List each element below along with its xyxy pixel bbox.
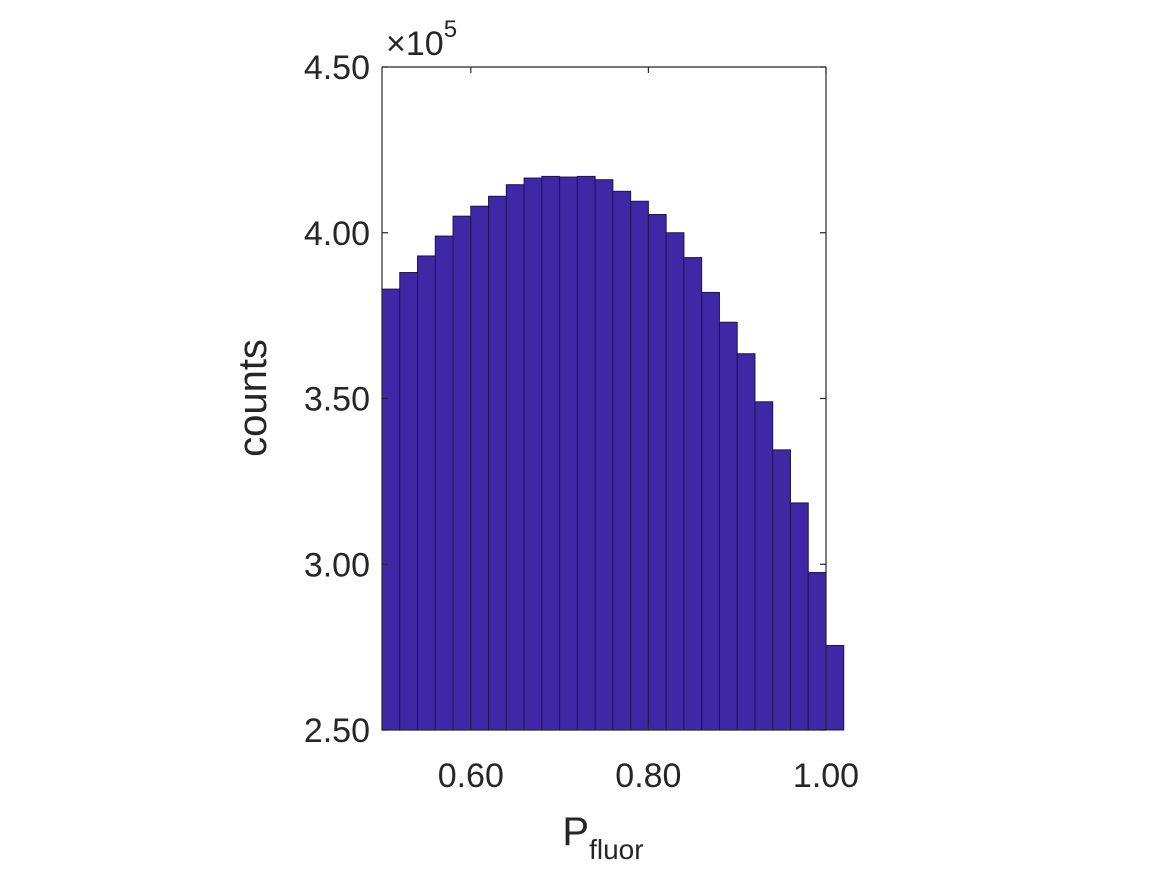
- ticks: 2.50 3.00 3.50 4.00 4.50 0.60 0.80 1.00: [304, 49, 859, 795]
- y-tick-label: 4.50: [304, 49, 370, 87]
- x-axis-label-subscript: fluor: [589, 834, 643, 865]
- histogram-bar: [718, 321, 738, 731]
- histogram-bar: [594, 179, 614, 731]
- histogram-bar: [647, 214, 667, 731]
- histogram-bar: [630, 200, 649, 731]
- histogram-bar: [701, 291, 720, 731]
- histogram-bar: [665, 232, 685, 731]
- histogram-bar: [381, 288, 401, 731]
- y-tick-label: 4.00: [304, 215, 370, 253]
- histogram-bar: [417, 255, 436, 731]
- y-exponent-value: 5: [444, 16, 457, 43]
- histogram-bar: [523, 177, 543, 731]
- y-exponent-label: ×105: [386, 16, 457, 63]
- histogram-bar: [434, 235, 454, 731]
- histogram-bar: [452, 215, 472, 731]
- histogram-bar: [505, 184, 525, 731]
- x-tick-label: 1.00: [793, 757, 859, 795]
- histogram-bar: [559, 176, 578, 731]
- y-exponent-prefix: ×10: [386, 25, 444, 63]
- y-tick-label: 3.00: [304, 546, 370, 584]
- histogram-bar: [807, 572, 827, 731]
- histogram-bar: [612, 190, 632, 731]
- histogram-bars: [381, 175, 845, 731]
- histogram-bar: [683, 257, 703, 731]
- x-axis-label: Pfluor: [562, 810, 643, 865]
- histogram-bar: [772, 449, 791, 731]
- histogram-bar: [488, 195, 507, 731]
- histogram-bar: [825, 644, 845, 731]
- histogram-bar: [736, 353, 756, 731]
- y-tick-label: 2.50: [304, 712, 370, 750]
- histogram-bar: [470, 205, 490, 731]
- labels: counts Pfluor ×105: [231, 16, 644, 865]
- histogram-bar: [541, 175, 561, 731]
- x-tick-label: 0.80: [615, 757, 681, 795]
- y-axis-label: counts: [231, 339, 275, 457]
- y-tick-label: 3.50: [304, 381, 370, 419]
- histogram-bar: [576, 175, 596, 731]
- histogram-bar: [399, 272, 419, 731]
- x-tick-label: 0.60: [438, 757, 504, 795]
- histogram-bar: [754, 401, 774, 731]
- histogram-bar: [789, 502, 809, 731]
- x-axis-label-main: P: [562, 810, 589, 854]
